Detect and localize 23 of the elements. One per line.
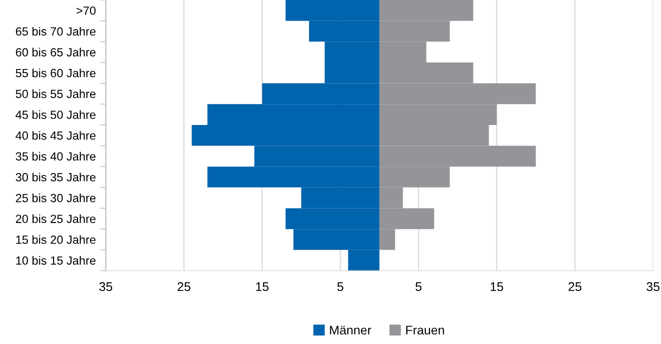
y-tick-label: 50 bis 55 Jahre [16,89,96,98]
x-tick-label: 25 [568,282,582,292]
x-tick-label: 15 [490,282,504,292]
x-tick-label: 15 [256,282,269,292]
x-tick-label: 5 [416,282,422,292]
y-tick-label: 45 bis 50 Jahre [16,110,96,119]
y-tick-label: 35 bis 40 Jahre [16,152,96,161]
legend-label: Männer [330,326,372,335]
y-tick-label: 30 bis 35 Jahre [16,172,96,182]
x-tick-label: 35 [646,282,660,292]
legend-label: Frauen [406,326,444,335]
y-tick-label: 60 bis 65 Jahre [16,48,96,56]
y-tick-label: 10 bis 15 Jahre [16,256,96,265]
y-tick-label: 55 bis 60 Jahre [16,68,96,78]
y-tick-label: 65 bis 70 Jahre [16,26,96,36]
y-tick-label: 20 bis 25 Jahre [16,214,96,224]
x-tick-label: 5 [337,282,344,292]
x-tick-label: 25 [178,282,190,292]
y-tick-label: 40 bis 45 Jahre [16,131,96,140]
y-tick-label: 25 bis 30 Jahre [16,194,96,202]
x-tick-label: 35 [99,282,112,292]
y-tick-label: 15 bis 20 Jahre [16,235,96,244]
y-tick-label: >70 [76,6,96,15]
